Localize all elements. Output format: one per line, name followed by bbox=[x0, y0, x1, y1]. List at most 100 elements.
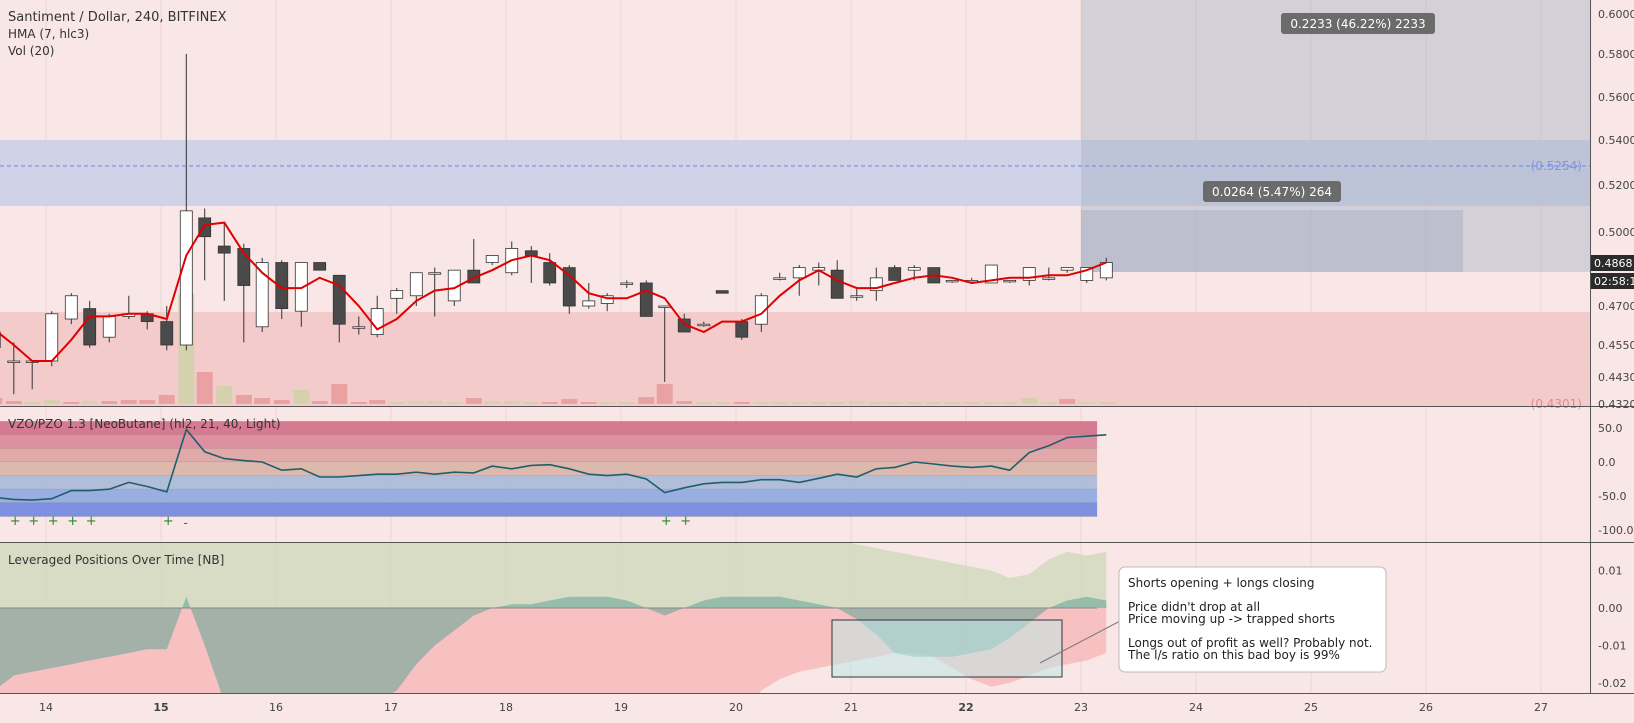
candle-body[interactable] bbox=[831, 270, 843, 298]
candle-body[interactable] bbox=[65, 296, 77, 319]
countdown-tag: 02:58:12 bbox=[1594, 275, 1634, 288]
candle-body[interactable] bbox=[180, 211, 192, 345]
volume-bar bbox=[906, 402, 922, 404]
volume-bar bbox=[791, 402, 807, 404]
candle-body[interactable] bbox=[736, 322, 748, 338]
volume-bar bbox=[657, 384, 673, 404]
volume-bar bbox=[0, 398, 2, 404]
x-tick-label: 14 bbox=[39, 701, 53, 714]
vzo-band bbox=[0, 476, 1097, 490]
candle-body[interactable] bbox=[391, 291, 403, 299]
candle-body[interactable] bbox=[793, 268, 805, 278]
volume-bar bbox=[63, 402, 79, 404]
candle-body[interactable] bbox=[353, 327, 365, 329]
volume-bar bbox=[216, 386, 232, 404]
volume-bar bbox=[101, 401, 117, 404]
candle-body[interactable] bbox=[84, 309, 96, 345]
candle-body[interactable] bbox=[199, 218, 211, 237]
volume-bar bbox=[351, 402, 367, 404]
price-y-tick: 0.4550 bbox=[1598, 339, 1634, 352]
candle-body[interactable] bbox=[946, 280, 958, 282]
candle-body[interactable] bbox=[333, 275, 345, 324]
vzo-band bbox=[0, 448, 1097, 462]
candle-body[interactable] bbox=[889, 268, 901, 281]
candle-body[interactable] bbox=[429, 273, 441, 275]
volume-bar bbox=[887, 402, 903, 404]
x-tick-label: 26 bbox=[1419, 701, 1433, 714]
price-y-tick: 0.4430 bbox=[1598, 371, 1634, 384]
volume-bar bbox=[1002, 402, 1018, 404]
vzo-bands bbox=[0, 421, 1097, 516]
volume-bar bbox=[1098, 402, 1114, 404]
note-line-1: Shorts opening + longs closing bbox=[1128, 576, 1315, 590]
volume-bar bbox=[619, 402, 635, 404]
volume-bar bbox=[714, 402, 730, 404]
candle-body[interactable] bbox=[659, 306, 671, 308]
candle-body[interactable] bbox=[774, 278, 786, 280]
lev-y-tick: -0.02 bbox=[1598, 677, 1626, 690]
x-tick-label: 21 bbox=[844, 701, 858, 714]
vzo-plus-marker: + bbox=[48, 514, 59, 529]
vzo-y-tick: -100.0 bbox=[1598, 524, 1633, 537]
volume-bar bbox=[293, 390, 309, 404]
volume-bar bbox=[24, 402, 40, 404]
vzo-plus-marker: + bbox=[163, 514, 174, 529]
volume-bar bbox=[638, 397, 654, 404]
price-y-tick: 0.5000 bbox=[1598, 226, 1634, 239]
volume-bar bbox=[983, 402, 999, 404]
x-tick-label: 20 bbox=[729, 701, 743, 714]
candle-body[interactable] bbox=[851, 296, 863, 298]
candle-body[interactable] bbox=[8, 361, 20, 363]
vzo-plus-marker: + bbox=[67, 514, 78, 529]
price-y-tick: 0.5600 bbox=[1598, 91, 1634, 104]
x-tick-label: 16 bbox=[269, 701, 283, 714]
price-y-tick: 0.5800 bbox=[1598, 48, 1634, 61]
candle-body[interactable] bbox=[371, 309, 383, 335]
candle-body[interactable] bbox=[486, 255, 498, 262]
volume-bar bbox=[44, 400, 60, 404]
volume-bar bbox=[6, 401, 22, 404]
volume-bar bbox=[331, 384, 347, 404]
note-line-3: Price moving up -> trapped shorts bbox=[1128, 612, 1335, 626]
candle-body[interactable] bbox=[314, 263, 326, 271]
volume-bar bbox=[696, 402, 712, 404]
lev-y-tick: 0.01 bbox=[1598, 565, 1623, 578]
candle-body[interactable] bbox=[621, 283, 633, 285]
hline-label: (0.5254) bbox=[1531, 159, 1582, 173]
volume-bar bbox=[734, 402, 750, 404]
volume-bar bbox=[944, 402, 960, 404]
volume-bar bbox=[484, 401, 500, 404]
candle-body[interactable] bbox=[1004, 280, 1016, 282]
vzo-band bbox=[0, 435, 1097, 449]
x-tick-label: 17 bbox=[384, 701, 398, 714]
candle-body[interactable] bbox=[563, 268, 575, 306]
volume-bar bbox=[523, 402, 539, 404]
vzo-y-tick: 50.0 bbox=[1598, 422, 1623, 435]
volume-bar bbox=[772, 402, 788, 404]
vzo-plus-marker: + bbox=[0, 514, 1, 529]
volume-bar bbox=[446, 402, 462, 404]
candle-body[interactable] bbox=[583, 301, 595, 306]
candle-body[interactable] bbox=[1043, 278, 1055, 280]
volume-bar bbox=[868, 402, 884, 404]
candle-body[interactable] bbox=[1061, 268, 1073, 271]
volume-bar bbox=[389, 402, 405, 404]
candle-body[interactable] bbox=[46, 314, 58, 361]
candle-body[interactable] bbox=[410, 273, 422, 296]
candle-body[interactable] bbox=[716, 291, 728, 294]
candle-body[interactable] bbox=[640, 283, 652, 316]
candle-body[interactable] bbox=[544, 263, 556, 283]
candle-body[interactable] bbox=[698, 324, 710, 326]
candle-body[interactable] bbox=[161, 322, 173, 345]
candle-body[interactable] bbox=[103, 316, 115, 337]
vzo-minus-marker: - bbox=[183, 516, 188, 531]
x-tick-label: 15 bbox=[153, 701, 168, 714]
current-price-tag: 0.4868 bbox=[1594, 257, 1633, 270]
volume-bar bbox=[829, 402, 845, 404]
candle-body[interactable] bbox=[908, 268, 920, 271]
candle-body[interactable] bbox=[218, 246, 230, 253]
vzo-plus-marker: + bbox=[661, 514, 672, 529]
volume-bar bbox=[254, 398, 270, 404]
volume-bar bbox=[676, 401, 692, 404]
